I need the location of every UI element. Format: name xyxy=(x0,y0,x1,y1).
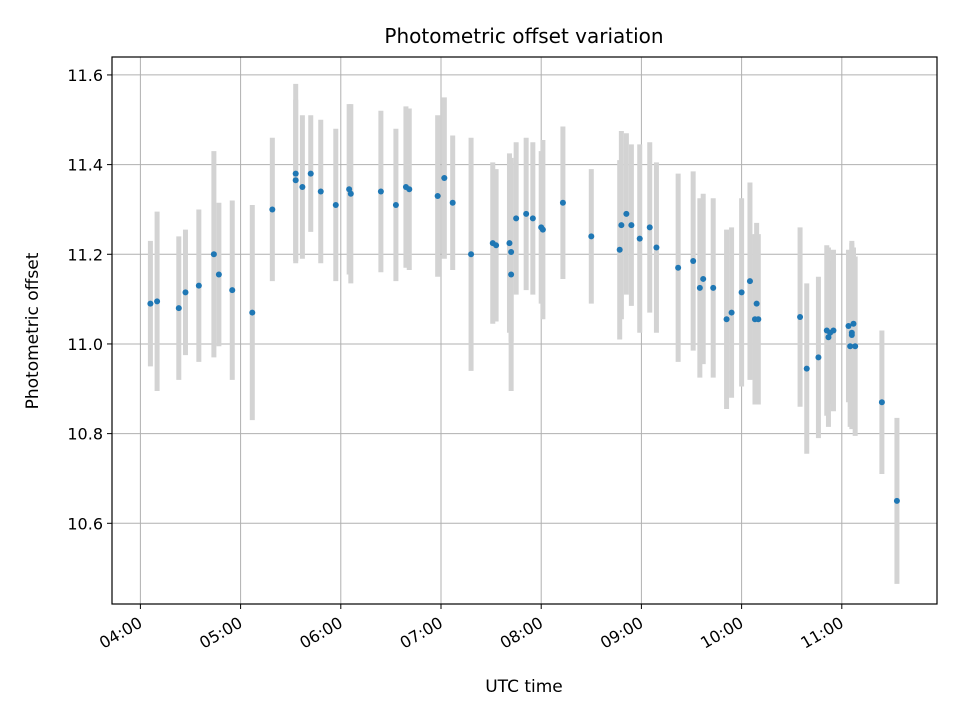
data-point xyxy=(723,316,730,323)
data-point xyxy=(893,497,900,504)
data-point xyxy=(700,275,707,282)
data-point xyxy=(852,343,859,350)
data-point xyxy=(307,170,314,177)
data-point xyxy=(493,242,500,249)
data-point xyxy=(182,289,189,296)
chart-title: Photometric offset variation xyxy=(384,24,663,48)
data-point xyxy=(646,224,653,231)
data-point xyxy=(210,251,217,258)
data-point xyxy=(755,316,762,323)
data-point xyxy=(539,226,546,233)
y-tick-label: 11.4 xyxy=(67,156,103,175)
data-point xyxy=(623,210,630,217)
data-point xyxy=(229,287,236,294)
data-point xyxy=(506,240,513,247)
data-point xyxy=(154,298,161,305)
data-point xyxy=(847,343,854,350)
data-point xyxy=(803,365,810,372)
y-tick-label: 11.0 xyxy=(67,335,103,354)
data-point xyxy=(292,170,299,177)
y-tick-label: 10.8 xyxy=(67,425,103,444)
data-point xyxy=(845,323,852,330)
data-point xyxy=(559,199,566,206)
data-point xyxy=(529,215,536,222)
data-point xyxy=(406,186,413,193)
y-tick-label: 11.6 xyxy=(67,66,103,85)
data-point xyxy=(332,201,339,208)
data-point xyxy=(377,188,384,195)
data-point xyxy=(797,314,804,321)
plot-frame xyxy=(111,56,938,605)
data-point xyxy=(636,235,643,242)
data-point xyxy=(523,210,530,217)
data-point xyxy=(830,327,837,334)
y-tick-label: 10.6 xyxy=(67,514,103,533)
data-point xyxy=(878,399,885,406)
x-axis-label: UTC time xyxy=(485,677,563,697)
y-tick-label: 11.2 xyxy=(67,245,103,264)
data-point xyxy=(690,258,697,265)
data-point xyxy=(618,222,625,229)
data-point xyxy=(753,300,760,307)
data-point xyxy=(508,249,515,256)
data-point xyxy=(588,233,595,240)
data-point xyxy=(317,188,324,195)
data-point xyxy=(175,305,182,312)
data-point xyxy=(434,192,441,199)
data-point xyxy=(850,320,857,327)
data-point xyxy=(215,271,222,278)
data-point xyxy=(653,244,660,251)
data-point xyxy=(441,175,448,182)
data-point xyxy=(147,300,154,307)
data-point xyxy=(738,289,745,296)
data-point xyxy=(269,206,276,213)
data-point xyxy=(449,199,456,206)
y-axis-label: Photometric offset xyxy=(23,252,43,409)
data-point xyxy=(468,251,475,258)
data-point xyxy=(249,309,256,316)
data-point xyxy=(392,201,399,208)
y-axis: 10.6 10.8 11.0 11.2 11.4 11.6 xyxy=(67,66,112,533)
data-point xyxy=(508,271,515,278)
data-point xyxy=(195,282,202,289)
data-point xyxy=(299,184,306,191)
data-point xyxy=(347,190,354,197)
data-point xyxy=(628,222,635,229)
data-point xyxy=(848,331,855,338)
point-layer xyxy=(147,170,900,504)
data-point xyxy=(616,246,623,253)
data-point xyxy=(513,215,520,222)
data-point xyxy=(696,284,703,291)
data-point xyxy=(675,264,682,271)
data-point xyxy=(815,354,822,361)
data-point xyxy=(292,177,299,184)
data-point xyxy=(746,278,753,285)
data-point xyxy=(710,284,717,291)
data-point xyxy=(728,309,735,316)
